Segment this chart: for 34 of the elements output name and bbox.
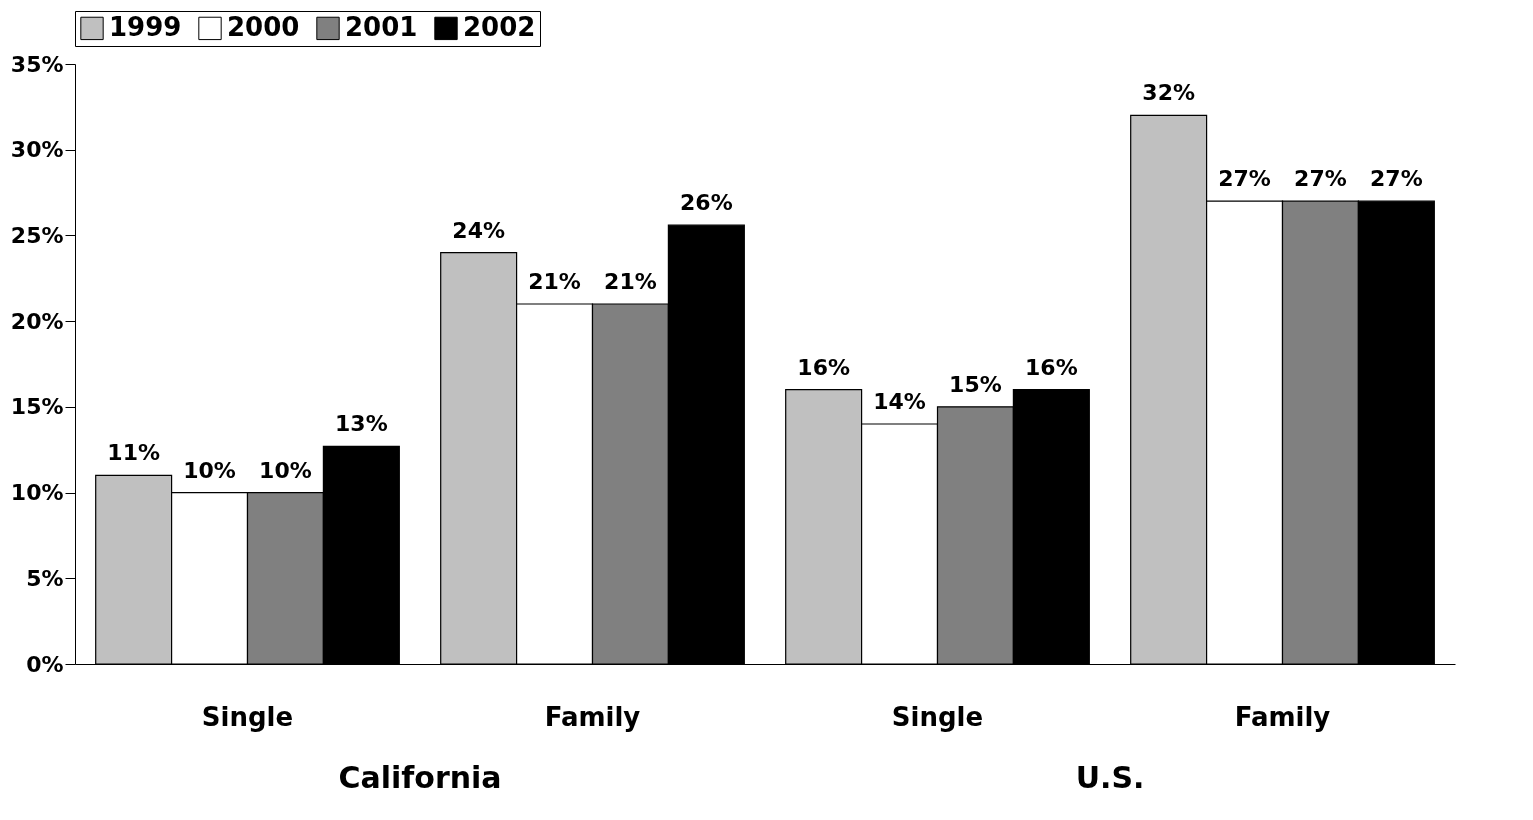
data-label: 10% bbox=[183, 457, 236, 483]
y-tick-label: 0% bbox=[26, 651, 64, 677]
x-tick-label: Single bbox=[891, 701, 984, 732]
data-label: 27% bbox=[1294, 166, 1347, 192]
text: California bbox=[338, 760, 502, 795]
data-label: 16% bbox=[797, 354, 850, 380]
data-label: 27% bbox=[1370, 166, 1423, 192]
legend-label: 2000 bbox=[227, 12, 300, 43]
x-tick-label: Family bbox=[544, 701, 641, 732]
data-label: 11% bbox=[107, 440, 160, 466]
data-label: 13% bbox=[335, 411, 388, 437]
y-tick-label: 20% bbox=[10, 308, 64, 334]
data-label: 27% bbox=[1218, 166, 1271, 192]
data-label: 24% bbox=[452, 217, 505, 243]
y-tick-label: 25% bbox=[10, 222, 64, 248]
legend-label: 2001 bbox=[345, 12, 418, 43]
y-tick-label: 15% bbox=[10, 394, 64, 420]
y-tick-label: 10% bbox=[10, 480, 64, 506]
legend-label: 2002 bbox=[463, 12, 536, 43]
data-label: 26% bbox=[680, 190, 733, 216]
data-label: 16% bbox=[1025, 354, 1078, 380]
x-tick-label: Single bbox=[201, 701, 294, 732]
data-label: 15% bbox=[949, 371, 1002, 397]
y-tick-label: 5% bbox=[26, 565, 64, 591]
y-tick-label: 35% bbox=[10, 51, 64, 77]
data-label: 21% bbox=[528, 269, 581, 294]
text: U.S. bbox=[1075, 760, 1145, 795]
data-label: 10% bbox=[259, 457, 312, 483]
data-label: 21% bbox=[604, 269, 657, 294]
x-tick-label: Family bbox=[1234, 701, 1331, 732]
legend-label: 1999 bbox=[109, 12, 182, 43]
data-label: 32% bbox=[1142, 80, 1195, 106]
y-tick-label: 30% bbox=[10, 137, 64, 163]
data-label: 14% bbox=[873, 389, 926, 414]
